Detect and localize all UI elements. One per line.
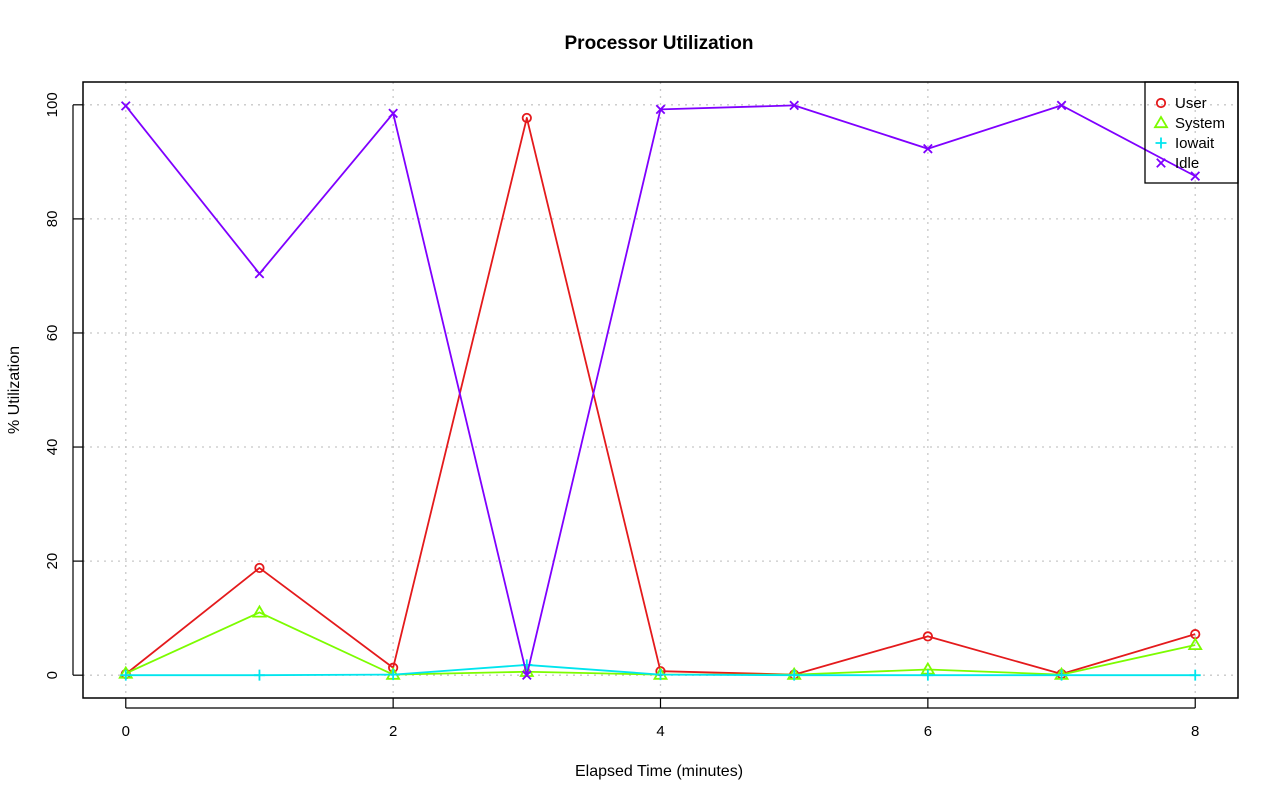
idle-point: [1190, 171, 1201, 181]
idle-point: [120, 101, 131, 111]
y-tick-label: 60: [44, 325, 61, 342]
iowait-point: [1056, 669, 1068, 681]
iowait-point: [521, 659, 533, 671]
iowait-point: [655, 669, 666, 681]
x-tick-label: 8: [1191, 723, 1199, 740]
user-point: [922, 631, 933, 642]
y-tick-label: 80: [44, 211, 61, 228]
iowait-point: [922, 669, 934, 681]
legend-iowait-label: Iowait: [1175, 135, 1215, 152]
iowait-point: [253, 669, 265, 681]
iowait-point: [1189, 669, 1201, 681]
x-tick-label: 0: [122, 723, 130, 740]
user-point: [254, 562, 265, 574]
legend-system-symbol: [1153, 115, 1169, 129]
idle-point: [655, 104, 666, 115]
y-tick-label: 40: [44, 439, 61, 456]
iowait-point: [788, 669, 800, 681]
legend-idle-label: Idle: [1175, 155, 1199, 172]
series-lines: [118, 100, 1203, 681]
chart-title: Processor Utilization: [565, 33, 754, 54]
legend: User System Iowait Idle: [1144, 81, 1239, 184]
legend-user-symbol: [1155, 97, 1167, 109]
series-iowait: [120, 659, 1201, 681]
idle-point: [1056, 100, 1067, 111]
iowait-point: [120, 669, 132, 681]
idle-point: [254, 268, 265, 279]
system-point: [1187, 637, 1203, 651]
legend-iowait-symbol: [1155, 137, 1167, 149]
legend-item-iowait: Iowait: [1155, 135, 1215, 152]
y-axis-label: % Utilization: [6, 346, 23, 434]
grid: [83, 82, 1238, 698]
x-tick-label: 2: [389, 723, 397, 740]
idle-point: [923, 143, 933, 154]
legend-item-idle: Idle: [1156, 155, 1199, 172]
legend-system-label: System: [1175, 115, 1225, 132]
x-axis-label: Elapsed Time (minutes): [575, 763, 743, 780]
legend-item-system: System: [1153, 115, 1225, 132]
system-point: [251, 604, 268, 618]
legend-idle-symbol: [1156, 158, 1166, 168]
x-tick-label: 6: [924, 723, 932, 740]
user-point: [521, 112, 532, 124]
y-tick-label: 20: [44, 553, 61, 570]
iowait-point: [387, 669, 399, 681]
series-idle: [120, 100, 1201, 681]
idle-point: [388, 108, 398, 119]
idle-point: [521, 670, 532, 681]
idle-point: [789, 100, 800, 111]
y-tick-label: 0: [44, 671, 61, 679]
legend-box: [1144, 81, 1239, 184]
y-tick-label: 100: [44, 92, 61, 117]
legend-user-label: User: [1175, 95, 1207, 112]
legend-item-user: User: [1155, 95, 1207, 112]
x-tick-label: 4: [656, 723, 664, 740]
